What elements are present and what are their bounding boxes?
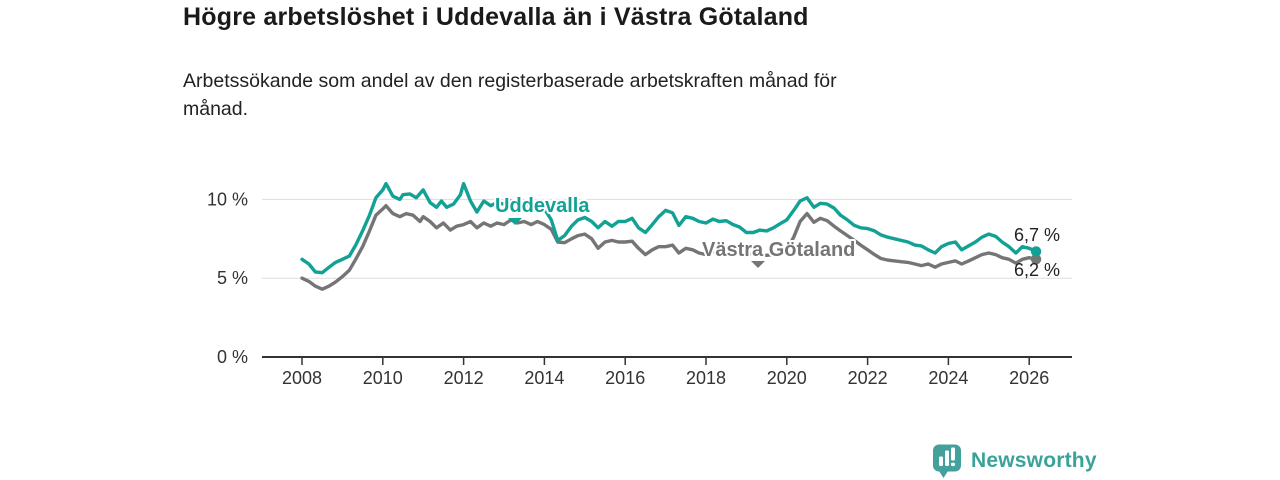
newsworthy-brand-link[interactable]: Newsworthy <box>933 443 1097 479</box>
y-tick-label-10-pct: 10 % <box>207 189 248 209</box>
chart-subtitle: Arbetssökande som andel av den registerb… <box>183 68 1083 123</box>
chart-subtitle-line-1: Arbetssökande som andel av den registerb… <box>183 70 837 92</box>
chart-header: Högre arbetslöshet i Uddevalla än i Väst… <box>183 2 1163 33</box>
x-tick-label-2016: 2016 <box>605 368 645 388</box>
x-tick-label-2022: 2022 <box>848 368 888 388</box>
newsworthy-logo-text: Newsworthy <box>971 449 1097 472</box>
series-label-uddevalla: Uddevalla <box>495 195 590 217</box>
series-line-uddevalla <box>300 181 1038 275</box>
series-end-dot-uddevalla <box>1030 246 1042 257</box>
x-tick-label-2026: 2026 <box>1009 368 1049 388</box>
chart-subtitle-line-2: månad. <box>183 97 249 120</box>
series-label-caret-v-stra-g-taland <box>751 261 765 268</box>
x-tick-label-2024: 2024 <box>928 368 968 388</box>
newsworthy-logo-icon <box>933 444 961 478</box>
x-tick-label-2020: 2020 <box>767 368 807 388</box>
x-tick-label-2008: 2008 <box>282 368 322 388</box>
series-label-caret-uddevalla <box>508 218 522 225</box>
x-tick-label-2012: 2012 <box>444 368 484 388</box>
x-tick-label-2014: 2014 <box>524 368 564 388</box>
series-line-v-stra-g-taland <box>300 203 1038 291</box>
y-tick-label-5-pct: 5 % <box>217 268 248 288</box>
x-tick-label-2010: 2010 <box>363 368 403 388</box>
y-tick-label-0-pct: 0 % <box>217 347 248 367</box>
chart-title: Högre arbetslöshet i Uddevalla än i Väst… <box>183 3 809 31</box>
end-value-label-v-stra-g-taland: 6,2 % <box>1014 260 1060 280</box>
x-tick-label-2018: 2018 <box>686 368 726 388</box>
series-end-dot-v-stra-g-taland <box>1030 254 1042 265</box>
series-label-v-stra-g-taland: Västra Götaland <box>702 239 855 261</box>
end-value-label-uddevalla: 6,7 % <box>1014 225 1060 245</box>
